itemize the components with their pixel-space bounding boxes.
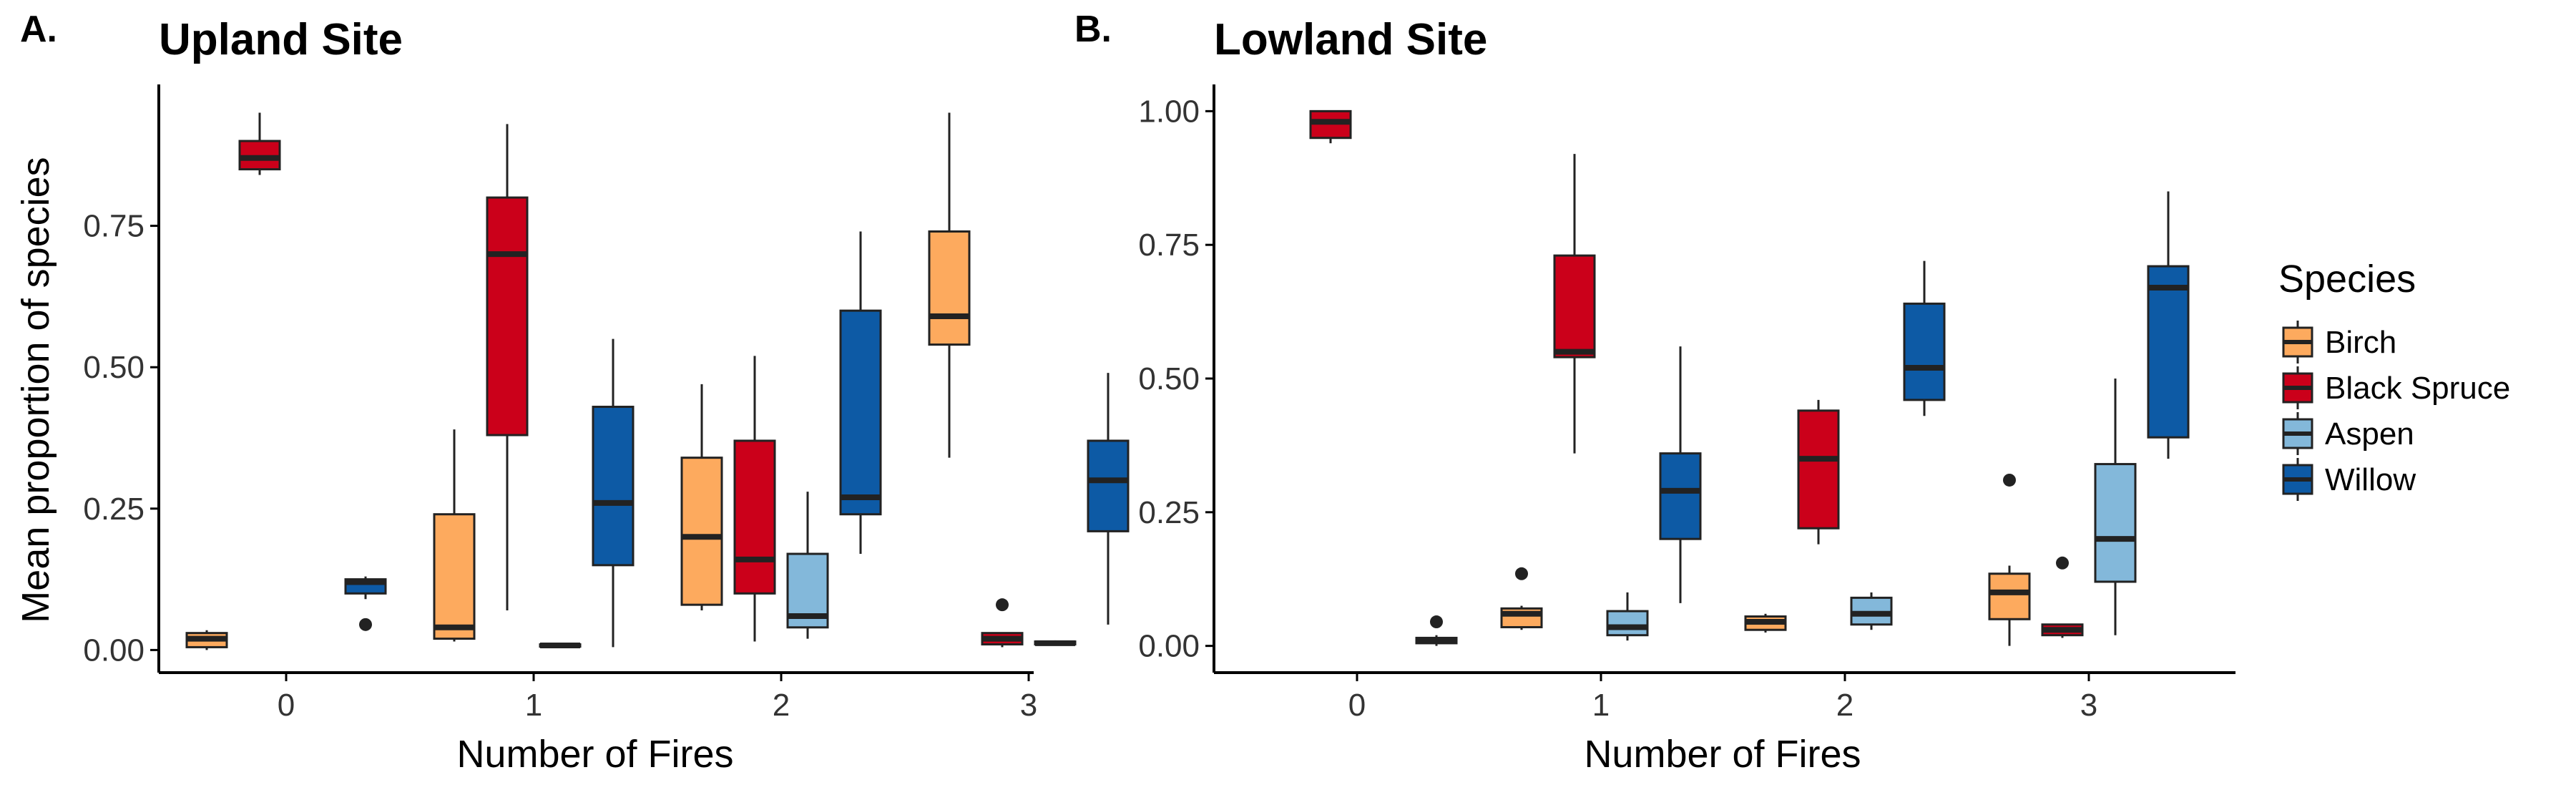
box-black-spruce-fires-3 [2041,556,2084,638]
box-willow-fires-0 [1415,615,1458,646]
legend-label: Birch [2325,325,2396,360]
box-body [1659,452,1702,540]
box-body [839,309,882,516]
y-tick-label: 0.75 [1138,228,1200,263]
legend-item-aspen: Aspen [2282,412,2414,455]
box-outlier [359,618,372,631]
panel-a-letter: A. [20,9,57,50]
box-body [486,196,529,436]
y-tick-label: 1.00 [1138,94,1200,129]
x-tick-label: 1 [525,688,542,723]
box-body [1606,610,1649,637]
y-tick-label: 0.25 [1138,495,1200,530]
x-tick-label: 3 [1020,688,1037,723]
box-willow-fires-3 [2147,191,2190,459]
legend-label: Black Spruce [2325,371,2510,406]
panel-upland: A. Upland Site Mean proportion of specie… [14,9,1130,776]
box-body [1797,409,1840,530]
panel-a-plot: 0.00 0.25 0.50 0.75 0 1 2 3 [83,84,1130,723]
legend-items: Birch Black Spruce Aspen Willow [2282,321,2510,501]
y-tick-label: 0.50 [1138,361,1200,396]
panel-b-plot: 0.00 0.25 0.50 0.75 1.00 0 1 2 3 [1138,84,2235,723]
x-tick-label: 2 [1836,688,1853,723]
box-birch-fires-0 [185,630,228,650]
box-body [2094,463,2137,583]
x-tick-label: 2 [773,688,790,723]
box-willow-fires-0 [344,576,387,631]
box-black-spruce-fires-1 [486,124,529,611]
legend-label: Willow [2325,462,2416,497]
box-body [592,406,635,567]
box-aspen-fires-3 [2094,379,2137,635]
box-body [2147,265,2190,439]
legend-item-black-spruce: Black Spruce [2282,366,2510,409]
box-birch-fires-3 [1988,473,2031,646]
box-body [1553,254,1596,358]
panel-a-title: Upland Site [159,15,403,64]
legend: Species Birch Black Spruce Aspen Willow [2278,258,2510,501]
box-black-spruce-fires-1 [1553,154,1596,454]
legend-label: Aspen [2325,416,2414,452]
x-tick-label: 0 [278,688,295,723]
box-birch-fires-3 [928,112,971,458]
box-outlier [1430,615,1443,629]
legend-item-willow: Willow [2282,458,2416,501]
box-willow-fires-1 [1659,346,1702,603]
box-willow-fires-1 [592,338,635,648]
box-body [680,457,723,606]
box-birch-fires-1 [433,429,476,642]
box-aspen-fires-2 [1850,592,1893,630]
panel-lowland: B. Lowland Site Number of Fires 0.00 0.25… [1074,9,2235,776]
box-aspen-fires-1 [539,643,582,649]
legend-title: Species [2278,258,2416,301]
box-body [1988,572,2031,620]
y-tick-label: 0.00 [83,633,145,668]
x-tick-label: 3 [2080,688,2097,723]
box-black-spruce-fires-2 [733,356,776,642]
box-black-spruce-fires-2 [1797,399,1840,545]
y-tick-label: 0.25 [83,492,145,527]
box-body [928,230,971,346]
y-tick-label: 0.00 [1138,629,1200,664]
box-willow-fires-3 [1087,373,1130,625]
y-tick-label: 0.75 [83,209,145,244]
box-willow-fires-2 [839,231,882,555]
panel-b-letter: B. [1074,9,1112,50]
panel-a-ylabel: Mean proportion of species [14,157,57,623]
box-black-spruce-fires-0 [238,112,281,175]
box-birch-fires-1 [1500,567,1543,630]
box-birch-fires-2 [1744,613,1787,633]
box-outlier [2003,473,2016,487]
box-aspen-fires-1 [1606,592,1649,641]
box-body [733,439,776,595]
box-body [1087,439,1130,532]
box-body [1903,302,1946,401]
box-aspen-fires-2 [786,492,829,639]
box-birch-fires-2 [680,384,723,611]
panel-b-xlabel: Number of Fires [1584,733,1861,776]
x-tick-label: 1 [1592,688,1610,723]
box-black-spruce-fires-3 [981,598,1024,648]
box-willow-fires-2 [1903,260,1946,416]
box-aspen-fires-3 [1034,640,1077,646]
box-outlier [1515,567,1528,580]
box-body [433,513,476,640]
y-tick-label: 0.50 [83,350,145,385]
box-black-spruce-fires-0 [1309,109,1352,144]
box-outlier [996,598,1009,612]
panel-a-xlabel: Number of Fires [456,733,733,776]
panel-b-title: Lowland Site [1214,15,1487,64]
x-tick-label: 0 [1348,688,1366,723]
box-outlier [2056,556,2069,570]
legend-item-birch: Birch [2282,321,2396,364]
